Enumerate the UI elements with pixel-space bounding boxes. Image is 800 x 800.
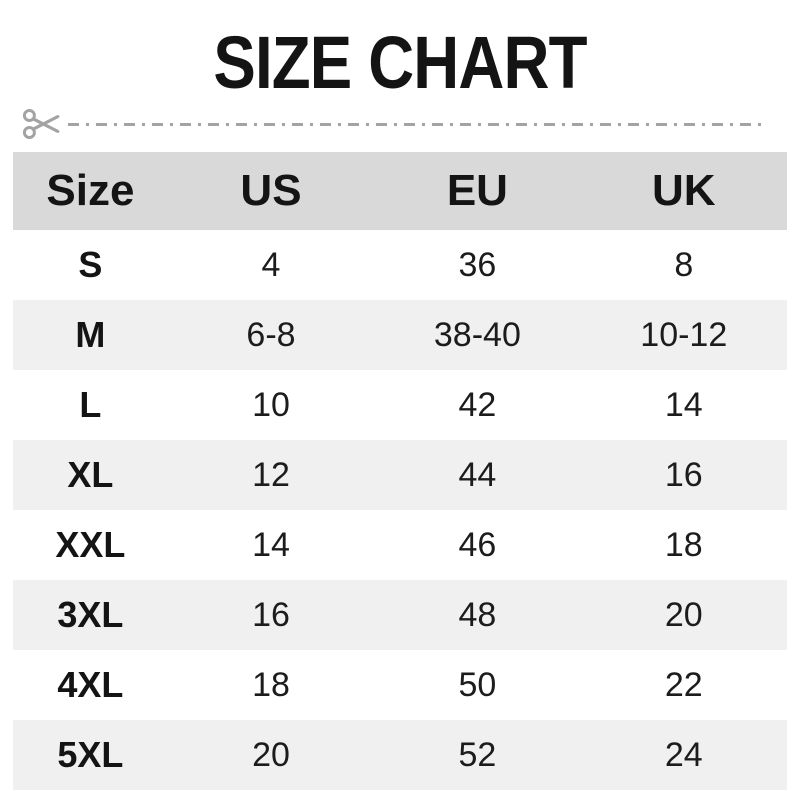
us-cell: 12	[252, 455, 290, 494]
eu-cell: 52	[458, 735, 497, 774]
size-cell: M	[75, 314, 106, 355]
scissors-icon	[22, 109, 60, 139]
table-row: M 6-8 38-40 10-12	[13, 300, 787, 370]
size-cell: 5XL	[57, 734, 124, 775]
uk-cell: 18	[664, 525, 703, 564]
header-uk: UK	[651, 166, 716, 215]
us-cell: 16	[252, 595, 290, 634]
uk-cell: 20	[664, 595, 703, 634]
table-row: XXL 14 46 18	[13, 510, 787, 580]
table-row: S 4 36 8	[13, 230, 787, 300]
size-chart-table: Size US EU UK S 4 36 8 M 6-8 38-40 10-12…	[13, 152, 787, 790]
header-eu: EU	[446, 166, 508, 215]
us-cell: 18	[252, 665, 290, 704]
header-size: Size	[46, 166, 135, 215]
uk-cell: 10-12	[640, 315, 728, 354]
table-row: 3XL 16 48 20	[13, 580, 787, 650]
eu-cell: 48	[458, 595, 497, 634]
eu-cell: 38-40	[433, 315, 521, 354]
us-cell: 20	[252, 735, 290, 774]
size-cell: 4XL	[57, 664, 124, 705]
us-cell: 6-8	[246, 315, 296, 354]
eu-cell: 36	[458, 245, 497, 284]
eu-cell: 42	[458, 385, 497, 424]
uk-cell: 14	[664, 385, 703, 424]
uk-cell: 16	[664, 455, 703, 494]
size-cell: 3XL	[57, 594, 124, 635]
size-cell: XL	[67, 454, 114, 495]
us-cell: 4	[261, 245, 281, 284]
size-cell: S	[78, 244, 103, 285]
eu-cell: 46	[458, 525, 497, 564]
us-cell: 14	[252, 525, 290, 564]
eu-cell: 44	[458, 455, 497, 494]
uk-cell: 24	[664, 735, 703, 774]
uk-cell: 22	[664, 665, 703, 704]
eu-cell: 50	[458, 665, 497, 704]
table-header-row: Size US EU UK	[13, 152, 787, 230]
size-cell: XXL	[55, 524, 126, 565]
table-row: 4XL 18 50 22	[13, 650, 787, 720]
header-us: US	[240, 166, 302, 215]
size-chart-page: SIZE CHART Size US EU UK S 4 36 8 M 6-8 …	[0, 24, 800, 800]
uk-cell: 8	[674, 245, 694, 284]
table-row: L 10 42 14	[13, 370, 787, 440]
cut-here-line	[0, 102, 800, 146]
page-title: SIZE CHART	[0, 24, 800, 102]
table-row: XL 12 44 16	[13, 440, 787, 510]
us-cell: 10	[252, 385, 290, 424]
size-cell: L	[79, 384, 102, 425]
table-row: 5XL 20 52 24	[13, 720, 787, 790]
dashed-cut-line	[68, 122, 768, 126]
page-title-text: SIZE CHART	[213, 21, 587, 104]
